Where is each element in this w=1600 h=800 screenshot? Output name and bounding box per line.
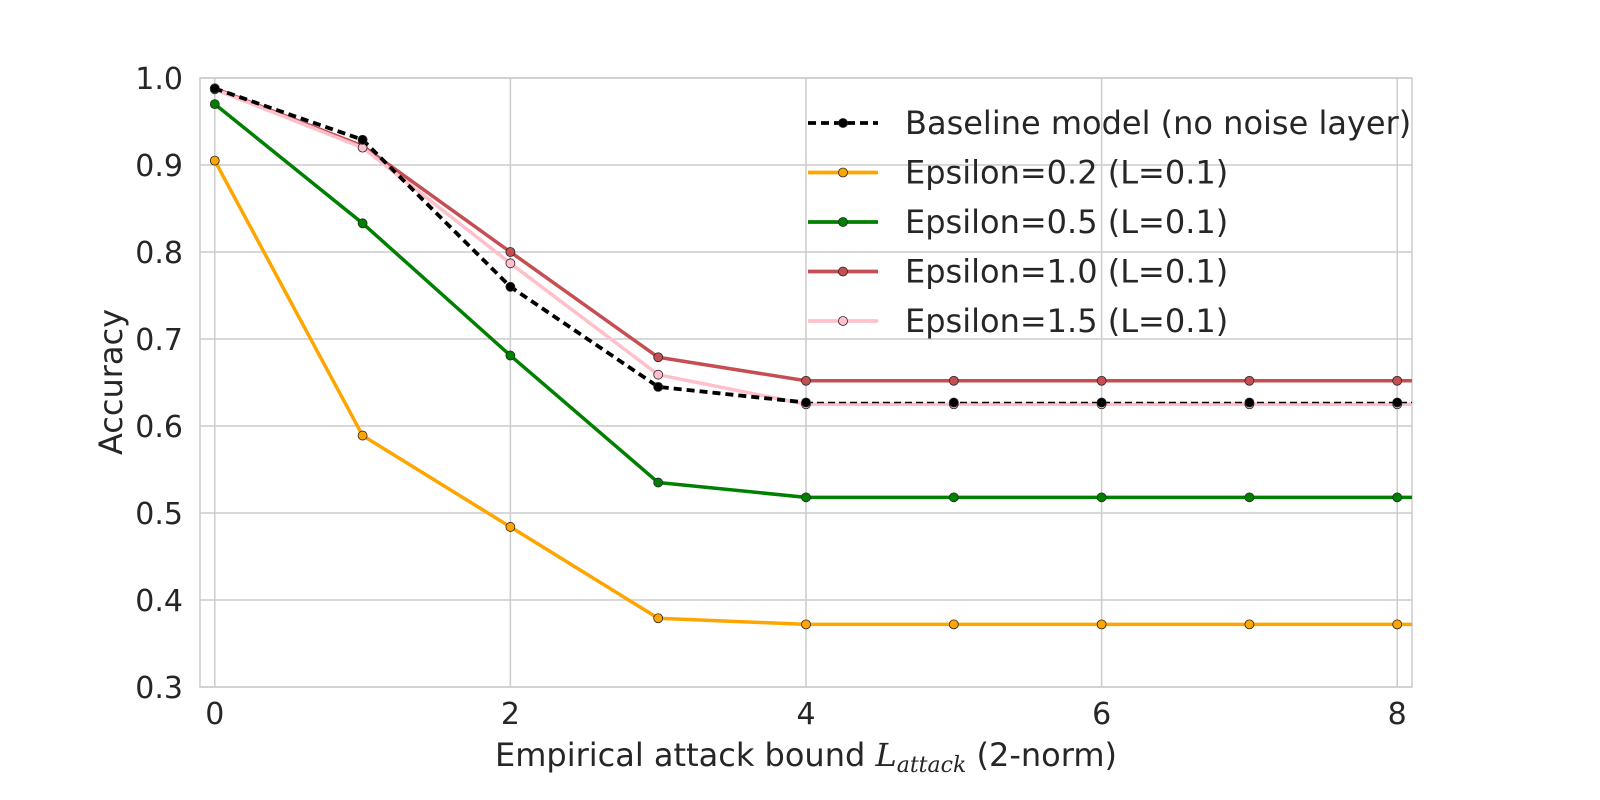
series-point [801, 397, 811, 408]
legend: Baseline model (no noise layer) Epsilon=0… [808, 104, 1411, 340]
x-tick-label: 6 [1092, 697, 1111, 732]
series-point [948, 375, 959, 386]
series-point [209, 83, 220, 94]
series-point [1392, 375, 1403, 386]
series-point [948, 492, 959, 503]
series-point [1392, 492, 1403, 503]
series-point [1392, 397, 1403, 408]
tick-labels: 0 2 4 6 8 0.3 0.4 0.5 0.6 0.7 0.8 0.9 1.0 [135, 62, 1406, 732]
series-point [801, 619, 811, 630]
y-tick-label: 0.7 [135, 323, 183, 358]
y-tick-label: 0.9 [135, 149, 183, 184]
series-point [505, 281, 516, 292]
series-point [653, 369, 664, 380]
series-point [1096, 375, 1107, 386]
series-point [209, 155, 220, 166]
legend-marker [838, 118, 848, 128]
series-point [653, 613, 664, 624]
y-tick-label: 1.0 [135, 62, 183, 97]
series-point [948, 619, 959, 630]
series-point [653, 381, 664, 392]
legend-label: Epsilon=1.0 (L=0.1) [905, 253, 1228, 291]
y-tick-label: 0.3 [135, 671, 183, 706]
series-point [505, 350, 516, 361]
x-axis-label: Empirical attack bound Lattack (2-norm) [495, 736, 1117, 778]
legend-marker [838, 167, 848, 178]
series-point [505, 522, 516, 532]
x-tick-label: 2 [501, 697, 520, 732]
series-line [214, 86, 1412, 383]
legend-marker [838, 217, 848, 227]
x-axis-label-prefix: Empirical attack bound [495, 736, 875, 774]
y-tick-label: 0.6 [135, 410, 183, 445]
series-point [1096, 397, 1107, 408]
series-group [209, 83, 1412, 408]
series-point [1244, 375, 1255, 386]
y-tick-label: 0.4 [135, 584, 183, 619]
series-point [357, 134, 368, 145]
x-axis-label-symbol: L [874, 736, 896, 774]
series-point [357, 430, 368, 441]
legend-label: Epsilon=0.2 (L=0.1) [905, 154, 1228, 192]
series-point [1096, 619, 1107, 630]
x-tick-label: 4 [796, 697, 815, 732]
series-point [653, 477, 664, 488]
legend-label: Epsilon=0.5 (L=0.1) [905, 203, 1228, 241]
series-point [357, 218, 368, 229]
y-tick-label: 0.8 [135, 236, 183, 271]
series-layer [209, 83, 1412, 630]
series-point [801, 492, 811, 503]
series-group [209, 99, 1412, 503]
series-point [1392, 619, 1403, 630]
series-point [1244, 492, 1255, 503]
series-line [214, 87, 1412, 406]
series-line [213, 102, 1412, 500]
series-point [1244, 619, 1255, 630]
legend-label: Baseline model (no noise layer) [905, 104, 1411, 142]
series-point [948, 397, 959, 408]
series-point [1096, 492, 1107, 503]
x-axis-label-subscript: attack [897, 753, 967, 778]
series-point [505, 247, 516, 257]
x-axis-label-suffix: (2-norm) [966, 736, 1117, 774]
series-point [653, 352, 664, 363]
y-tick-label: 0.5 [135, 497, 183, 532]
series-point [209, 99, 220, 109]
series-point [505, 258, 516, 269]
x-tick-label: 8 [1388, 697, 1407, 732]
series-point [801, 375, 811, 386]
legend-marker [838, 266, 848, 277]
series-group [209, 155, 1412, 630]
series-point [1244, 397, 1255, 408]
x-tick-label: 0 [205, 697, 224, 732]
legend-marker [838, 316, 848, 326]
legend-label: Epsilon=1.5 (L=0.1) [905, 302, 1228, 340]
y-axis-label: Accuracy [92, 309, 130, 455]
series-line [213, 159, 1412, 627]
